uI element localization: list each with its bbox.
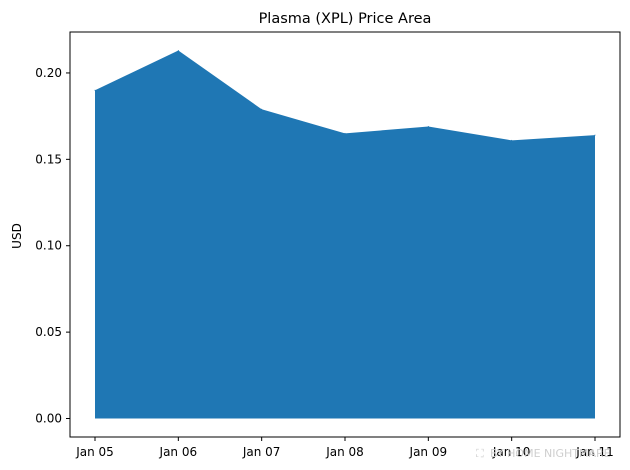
area-series [94,49,596,419]
y-tick-label: 0.15 [35,152,62,166]
y-axis-label: USD [10,223,24,249]
watermark-icon: ⛶ [476,447,484,460]
data-point-jan-07 [261,108,263,110]
data-point-jan-08 [344,132,346,134]
data-point-jan-06 [177,49,179,51]
y-tick-label: 0.20 [35,66,62,80]
x-tick-label: Jan 10 [492,445,531,459]
x-tick-label: Jan 05 [75,445,114,459]
y-tick-label: 0.10 [35,239,62,253]
watermark: ⛶ BY HOME NIGHTMARE [476,447,611,460]
x-axis-ticks: Jan 05 Jan 06 Jan 07 Jan 08 Jan 09 Jan 10 Jan … [75,437,614,459]
y-axis-ticks: 0.00 0.05 0.10 0.15 0.20 [35,66,70,426]
data-point-jan-09 [427,126,429,128]
data-point-jan-11 [594,134,596,136]
x-tick-label: Jan 07 [242,445,281,459]
x-tick-label: Jan 08 [325,445,364,459]
area-fill [95,50,595,419]
data-point-jan-05 [94,89,96,91]
y-tick-label: 0.05 [35,325,62,339]
watermark-text: BY HOME NIGHTMARE [490,447,611,460]
y-tick-label: 0.00 [35,412,62,426]
x-tick-label: Jan 06 [159,445,198,459]
x-tick-label: Jan 11 [575,445,614,459]
data-point-jan-10 [511,139,513,141]
plot-frame [69,31,621,438]
chart-title: Plasma (XPL) Price Area [259,11,432,27]
x-tick-label: Jan 09 [409,445,448,459]
